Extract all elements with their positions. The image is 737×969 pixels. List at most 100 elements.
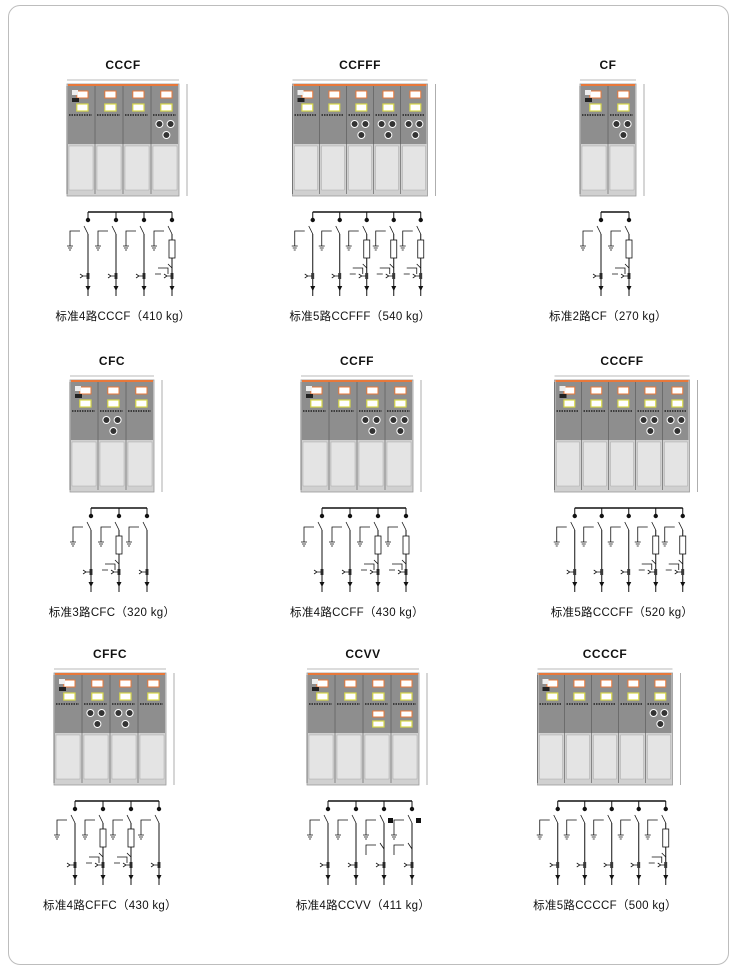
earth-switch xyxy=(128,526,139,542)
load-switch xyxy=(580,814,586,824)
fuse-icon xyxy=(374,535,382,555)
outgoing-arrow-icon xyxy=(128,875,134,880)
connection-node xyxy=(144,513,150,519)
fuse-icon xyxy=(417,239,425,259)
display-icon xyxy=(559,394,567,398)
cable-connector-icon xyxy=(347,862,358,868)
earth-switch xyxy=(582,230,593,246)
ground-icon xyxy=(291,245,298,251)
ground-icon xyxy=(54,834,60,840)
breaker-box xyxy=(400,710,413,718)
outgoing-arrow-icon xyxy=(626,286,632,291)
ground-icon xyxy=(110,834,116,840)
unit-switch-box xyxy=(104,90,117,99)
fuse-knob xyxy=(660,709,669,717)
load-switch xyxy=(634,814,640,824)
ground-icon xyxy=(67,245,73,251)
config-ccccf: CCCCF 标准5路CCCCF（500 kg） xyxy=(495,647,715,913)
earth-switch xyxy=(610,526,621,542)
unit-lower-door xyxy=(55,734,81,780)
unit-lower-door xyxy=(647,734,671,780)
cabinet-top-accent xyxy=(55,673,165,675)
outgoing-arrow-icon xyxy=(144,582,150,587)
config-cffc: CFFC 标准4路CFFC（430 kg） xyxy=(0,647,220,913)
connection-node xyxy=(680,513,685,519)
fuse-knob xyxy=(388,120,397,128)
breaker-actuator-icon xyxy=(388,818,393,823)
fuse-knob xyxy=(361,416,370,424)
load-switch xyxy=(83,225,89,235)
cable-connector-icon xyxy=(66,862,77,868)
earth-switch xyxy=(84,819,95,835)
earth-switch xyxy=(294,230,305,246)
earth-switch xyxy=(86,852,104,864)
unit-switch-box xyxy=(546,679,559,688)
load-switch xyxy=(167,225,173,235)
outgoing-arrow-icon xyxy=(418,286,424,291)
outgoing-arrow-icon xyxy=(169,286,175,291)
unit-lower-door xyxy=(99,441,125,487)
connection-node xyxy=(319,513,325,519)
connection-node xyxy=(599,513,604,519)
fuse-knob xyxy=(649,709,658,717)
cable-connector-icon xyxy=(341,569,352,575)
ground-icon xyxy=(95,245,101,251)
config-title: CF xyxy=(599,58,617,72)
fuse-knob xyxy=(384,131,393,139)
outgoing-arrow-icon xyxy=(636,875,642,880)
fuse-knob xyxy=(677,416,686,424)
config-drawing xyxy=(69,375,163,592)
config-caption: 标准3路CFC（320 kg） xyxy=(48,607,176,619)
config-title: CCFFF xyxy=(339,58,381,72)
cable-connector-icon xyxy=(369,569,380,575)
earth-switch xyxy=(365,842,385,855)
ground-icon xyxy=(385,541,391,547)
unit-switch-box xyxy=(76,90,89,99)
cable-connector-icon xyxy=(593,569,604,575)
unit-indicator-box xyxy=(573,692,586,701)
ground-icon xyxy=(644,834,651,840)
ground-icon xyxy=(151,245,157,251)
unit-lower-door xyxy=(127,441,153,487)
unit-switch-box xyxy=(338,386,351,395)
cable-connector-icon xyxy=(397,569,408,575)
connection-node xyxy=(310,217,315,223)
earth-switch xyxy=(648,852,667,864)
unit-switch-box xyxy=(590,386,603,395)
unit-lower-door xyxy=(358,441,384,487)
unit-switch-box xyxy=(301,90,314,99)
fuse-knob xyxy=(93,720,102,728)
connection-node xyxy=(598,217,604,223)
outgoing-arrow-icon xyxy=(680,582,686,587)
connection-node xyxy=(85,217,91,223)
cable-connector-icon xyxy=(674,569,685,575)
load-switch xyxy=(142,521,148,531)
unit-lower-door xyxy=(111,734,137,780)
outgoing-arrow-icon xyxy=(325,875,331,880)
ground-icon xyxy=(399,245,406,251)
fuse-icon xyxy=(390,239,398,259)
unit-lower-door xyxy=(610,441,634,487)
connection-node xyxy=(347,513,353,519)
config-drawing xyxy=(291,79,436,296)
unit-switch-box xyxy=(63,679,76,688)
cabinet-top-accent xyxy=(71,380,153,382)
unit-indicator-box xyxy=(160,103,173,112)
unit-indicator-box xyxy=(344,692,357,701)
outgoing-arrow-icon xyxy=(347,582,353,587)
config-title: CCFF xyxy=(340,354,374,368)
unit-lower-door xyxy=(637,441,661,487)
fuse-icon xyxy=(662,828,670,848)
config-title: CFC xyxy=(98,354,126,368)
connection-node xyxy=(582,806,587,812)
earth-switch xyxy=(612,263,630,275)
unit-lower-door xyxy=(348,145,372,191)
load-switch xyxy=(362,225,368,235)
unit-indicator-box xyxy=(119,692,132,701)
unit-lower-door xyxy=(593,734,617,780)
unit-lower-door xyxy=(68,145,94,191)
control-icon xyxy=(312,679,318,684)
earth-switch xyxy=(97,230,108,246)
unit-switch-box xyxy=(107,386,120,395)
config-caption: 标准5路CCCFF（520 kg） xyxy=(550,607,694,619)
